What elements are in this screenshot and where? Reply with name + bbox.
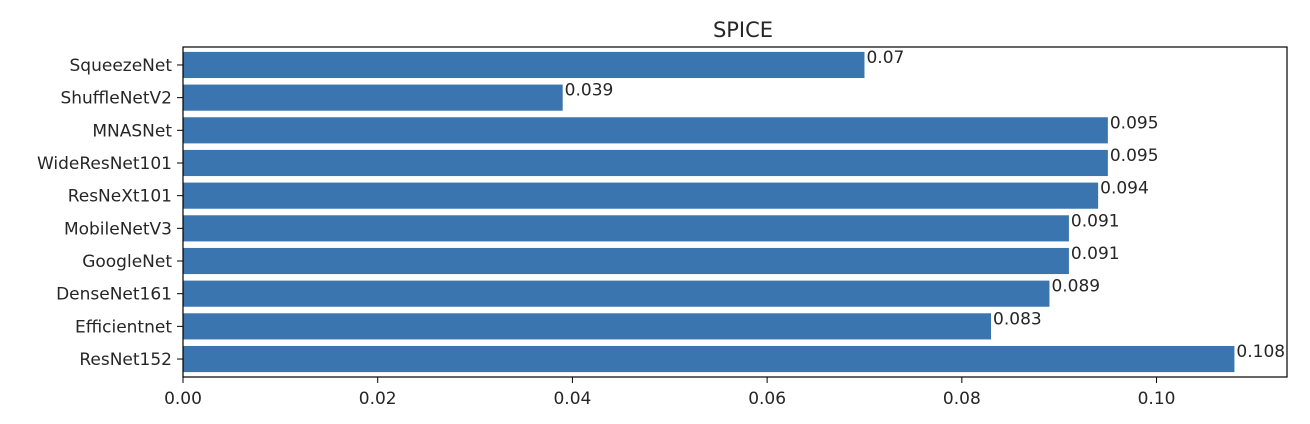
- y-tick-label: GoogleNet: [82, 252, 172, 272]
- data-label: 0.108: [1236, 342, 1285, 362]
- bar-resnext101: [183, 182, 1099, 209]
- y-tick-label: MNASNet: [92, 121, 172, 141]
- data-label: 0.095: [1110, 113, 1159, 133]
- bar-shufflenetv2: [183, 84, 563, 111]
- bar-wideresnet101: [183, 149, 1108, 177]
- data-label: 0.094: [1100, 179, 1149, 199]
- bar-mobilenetv3: [183, 215, 1069, 242]
- y-tick-labels: SqueezeNet ShuffleNetV2 MNASNet WideResNet1…: [37, 56, 183, 370]
- bar-efficientnet: [183, 313, 992, 340]
- bar-googlenet: [183, 247, 1069, 275]
- data-label: 0.039: [565, 81, 614, 101]
- y-tick-label: MobileNetV3: [64, 219, 172, 239]
- y-tick-label: ResNeXt101: [68, 187, 172, 207]
- y-tick-label: ShuffleNetV2: [60, 89, 172, 109]
- data-label: 0.091: [1071, 211, 1120, 231]
- y-tick-label: SqueezeNet: [70, 56, 173, 76]
- bar-resnet152: [183, 345, 1235, 373]
- x-tick-label: 0.06: [748, 389, 786, 409]
- x-ticks: 0.00 0.02 0.04 0.06 0.08 0.10: [164, 377, 1175, 409]
- y-tick-label: ResNet152: [79, 350, 172, 370]
- plot-frame: [182, 46, 1288, 378]
- bar-squeezenet: [183, 51, 865, 79]
- y-tick-label: WideResNet101: [37, 154, 172, 174]
- y-tick-label: DenseNet161: [56, 285, 172, 305]
- data-label: 0.091: [1071, 244, 1120, 264]
- bar-densenet161: [183, 280, 1050, 307]
- x-tick-label: 0.02: [359, 389, 397, 409]
- data-label: 0.07: [866, 48, 904, 68]
- x-tick-label: 0.00: [164, 389, 202, 409]
- data-label: 0.095: [1110, 146, 1159, 166]
- bars-layer: [183, 51, 1235, 373]
- x-tick-label: 0.04: [553, 389, 591, 409]
- chart-title: SPICE: [713, 18, 773, 42]
- x-tick-label: 0.10: [1138, 389, 1176, 409]
- data-label: 0.089: [1051, 277, 1100, 297]
- bar-mnasnet: [183, 117, 1108, 144]
- x-tick-label: 0.08: [943, 389, 981, 409]
- data-label: 0.083: [993, 309, 1042, 329]
- y-tick-label: Efficientnet: [75, 317, 172, 337]
- data-labels: 0.07 0.039 0.095 0.095 0.094 0.091 0.091 0.089 0…: [565, 48, 1285, 362]
